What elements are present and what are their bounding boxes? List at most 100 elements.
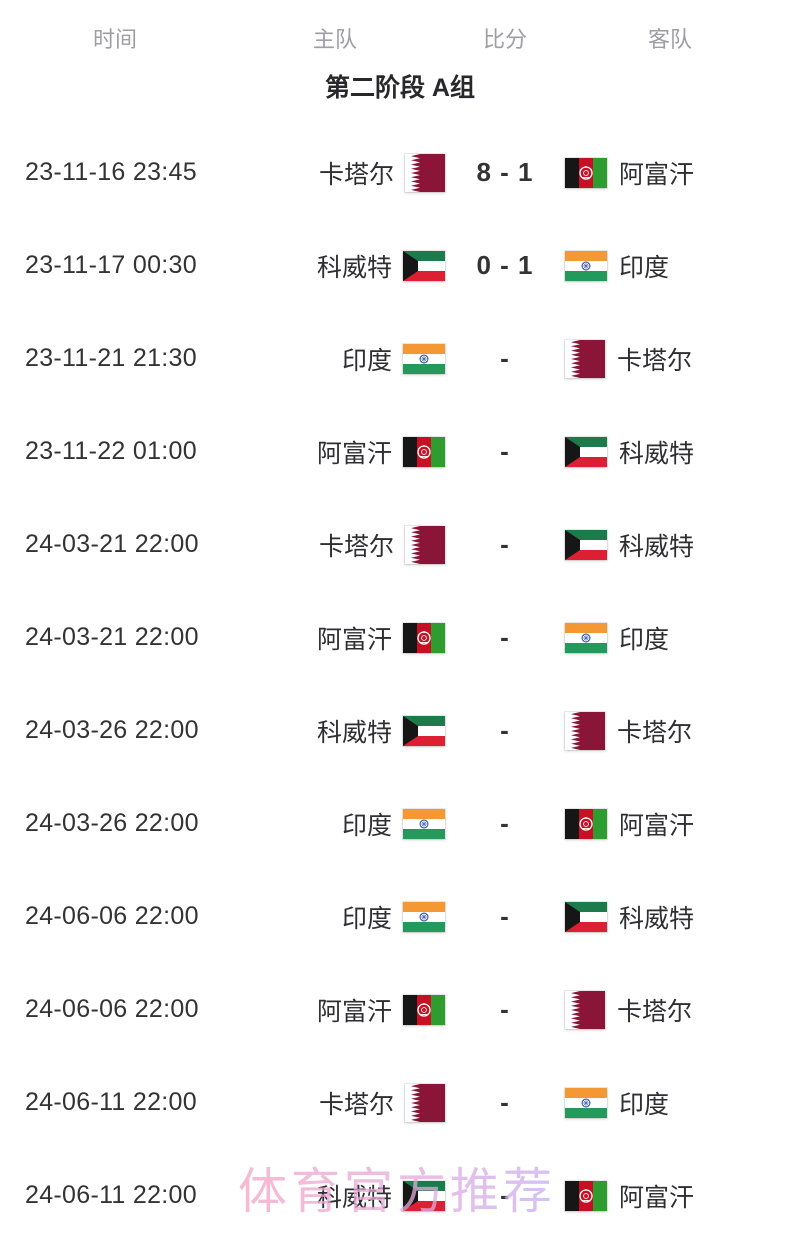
away-team-cell: 卡塔尔 [565, 990, 800, 1029]
away-team-flag-icon [565, 436, 607, 467]
match-score: 0 - 1 [476, 250, 534, 280]
away-team-cell: 阿富汗 [565, 1178, 800, 1214]
away-team-cell: 科威特 [565, 899, 800, 935]
match-row[interactable]: 24-03-26 22:00 印度 - 阿富汗 [0, 777, 800, 870]
column-header-score: 比分 [482, 27, 527, 52]
away-team-flag-icon [565, 339, 605, 378]
home-team-name: 印度 [341, 346, 392, 375]
match-score: - [500, 436, 510, 466]
home-team-flag-icon [403, 994, 445, 1025]
home-team-cell: 卡塔尔 [280, 153, 445, 192]
home-team-cell: 印度 [280, 806, 445, 842]
match-time: 24-03-26 22:00 [25, 716, 199, 744]
away-team-name: 卡塔尔 [617, 346, 693, 375]
home-team-cell: 科威特 [280, 248, 445, 284]
match-score: - [500, 1087, 510, 1117]
match-row[interactable]: 24-06-11 22:00 科威特 - 阿富汗 [0, 1149, 800, 1233]
match-time: 24-06-06 22:00 [25, 902, 199, 930]
home-team-name: 科威特 [316, 718, 392, 747]
table-header: 时间 主队 比分 客队 [0, 0, 800, 62]
match-row[interactable]: 23-11-22 01:00 阿富汗 - 科威特 [0, 405, 800, 498]
match-score: - [500, 901, 510, 931]
away-team-cell: 印度 [565, 620, 800, 656]
away-team-name: 印度 [619, 253, 670, 282]
match-row[interactable]: 24-03-21 22:00 卡塔尔 - 科威特 [0, 498, 800, 591]
home-team-cell: 阿富汗 [280, 434, 445, 470]
match-score: - [500, 808, 510, 838]
match-time: 24-03-26 22:00 [25, 809, 199, 837]
away-team-flag-icon [565, 157, 607, 188]
home-team-cell: 科威特 [280, 1178, 445, 1214]
match-row[interactable]: 24-03-26 22:00 科威特 - 卡塔尔 [0, 684, 800, 777]
away-team-flag-icon [565, 711, 605, 750]
home-team-name: 阿富汗 [316, 439, 392, 468]
away-team-flag-icon [565, 529, 607, 560]
match-time: 23-11-22 01:00 [25, 437, 197, 465]
match-time: 23-11-17 00:30 [25, 251, 197, 279]
home-team-flag-icon [403, 343, 445, 374]
home-team-cell: 印度 [280, 341, 445, 377]
away-team-cell: 阿富汗 [565, 806, 800, 842]
column-header-home: 主队 [312, 27, 357, 52]
home-team-flag-icon [405, 525, 445, 564]
home-team-cell: 阿富汗 [280, 992, 445, 1028]
away-team-name: 阿富汗 [619, 811, 695, 840]
away-team-name: 科威特 [619, 532, 695, 561]
match-row[interactable]: 24-03-21 22:00 阿富汗 - 印度 [0, 591, 800, 684]
match-time: 24-03-21 22:00 [25, 623, 199, 651]
home-team-flag-icon [403, 808, 445, 839]
match-time: 24-03-21 22:00 [25, 530, 199, 558]
group-title: 第二阶段 A组 [324, 74, 475, 102]
home-team-flag-icon [405, 1083, 445, 1122]
home-team-name: 印度 [341, 904, 392, 933]
match-row[interactable]: 24-06-11 22:00 卡塔尔 - 印度 [0, 1056, 800, 1149]
match-score: - [500, 994, 510, 1024]
away-team-name: 印度 [619, 625, 670, 654]
away-team-cell: 科威特 [565, 527, 800, 563]
match-row[interactable]: 23-11-17 00:30 科威特 0 - 1 印度 [0, 219, 800, 312]
home-team-cell: 科威特 [280, 713, 445, 749]
match-time: 24-06-11 22:00 [25, 1181, 197, 1209]
away-team-name: 印度 [619, 1090, 670, 1119]
away-team-flag-icon [565, 250, 607, 281]
home-team-name: 阿富汗 [316, 625, 392, 654]
match-time: 23-11-21 21:30 [25, 344, 197, 372]
home-team-name: 卡塔尔 [318, 532, 394, 561]
away-team-flag-icon [565, 1087, 607, 1118]
home-team-cell: 卡塔尔 [280, 525, 445, 564]
match-score: - [500, 715, 510, 745]
home-team-name: 卡塔尔 [318, 160, 394, 189]
match-row[interactable]: 24-06-06 22:00 阿富汗 - 卡塔尔 [0, 963, 800, 1056]
column-header-time: 时间 [92, 27, 137, 52]
match-time: 24-06-11 22:00 [25, 1088, 197, 1116]
match-list: 23-11-16 23:45 卡塔尔 8 - 1 阿富汗 23-11-17 00… [0, 114, 800, 1233]
match-row[interactable]: 23-11-21 21:30 印度 - 卡塔尔 [0, 312, 800, 405]
match-row[interactable]: 23-11-16 23:45 卡塔尔 8 - 1 阿富汗 [0, 126, 800, 219]
away-team-name: 卡塔尔 [617, 997, 693, 1026]
away-team-flag-icon [565, 990, 605, 1029]
away-team-cell: 印度 [565, 1085, 800, 1121]
home-team-cell: 卡塔尔 [280, 1083, 445, 1122]
away-team-flag-icon [565, 808, 607, 839]
match-score: - [500, 622, 510, 652]
home-team-name: 阿富汗 [316, 997, 392, 1026]
away-team-cell: 阿富汗 [565, 155, 800, 191]
home-team-flag-icon [405, 153, 445, 192]
away-team-name: 科威特 [619, 439, 695, 468]
away-team-name: 卡塔尔 [617, 718, 693, 747]
home-team-name: 科威特 [316, 1183, 392, 1212]
home-team-flag-icon [403, 250, 445, 281]
match-row[interactable]: 24-06-06 22:00 印度 - 科威特 [0, 870, 800, 963]
home-team-cell: 印度 [280, 899, 445, 935]
home-team-cell: 阿富汗 [280, 620, 445, 656]
home-team-name: 卡塔尔 [318, 1090, 394, 1119]
home-team-flag-icon [403, 901, 445, 932]
away-team-name: 科威特 [619, 904, 695, 933]
home-team-flag-icon [403, 1180, 445, 1211]
away-team-cell: 卡塔尔 [565, 339, 800, 378]
away-team-name: 阿富汗 [619, 1183, 695, 1212]
away-team-flag-icon [565, 1180, 607, 1211]
match-score: - [500, 1180, 510, 1210]
away-team-name: 阿富汗 [619, 160, 695, 189]
